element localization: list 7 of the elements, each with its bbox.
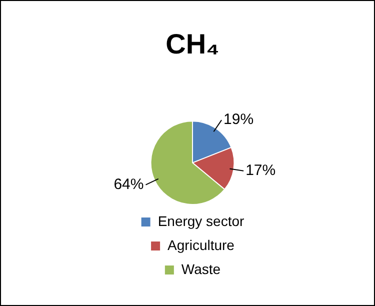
legend-label: Agriculture xyxy=(168,236,235,253)
legend-label: Energy sector xyxy=(158,212,245,229)
chart-title: CH₄ xyxy=(166,28,220,60)
data-label: 17% xyxy=(246,162,276,180)
legend-label: Waste xyxy=(181,260,221,277)
data-label: 19% xyxy=(224,111,254,128)
data-label: 64% xyxy=(114,176,144,193)
